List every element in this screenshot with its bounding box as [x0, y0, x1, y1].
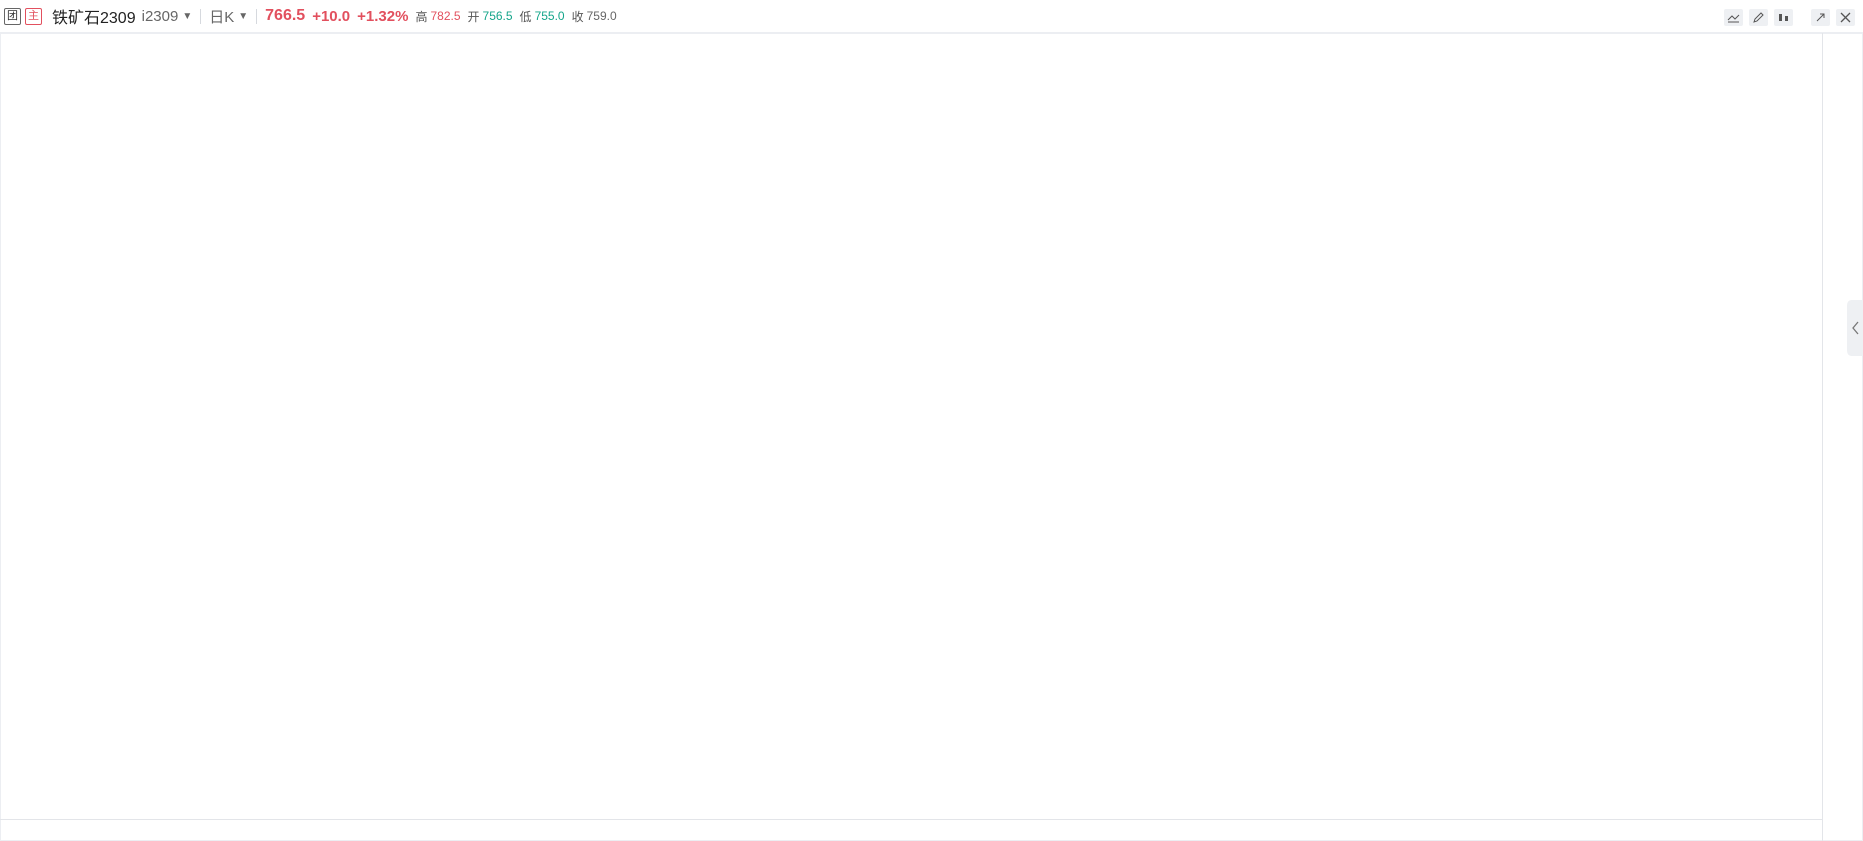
- toolbar-buttons: [1718, 9, 1855, 26]
- low-label: 低: [519, 9, 532, 24]
- separator: [256, 8, 258, 24]
- open-value: 756.5: [482, 9, 513, 23]
- last-price: 766.5: [265, 7, 306, 24]
- expand-button[interactable]: [1811, 9, 1830, 26]
- close-label: 收: [571, 9, 584, 24]
- close-value: 759.0: [586, 9, 617, 23]
- price-change-pct: +1.32%: [357, 7, 409, 25]
- separator: [200, 8, 202, 24]
- indicator-button[interactable]: [1724, 9, 1743, 26]
- low-value: 755.0: [534, 9, 565, 23]
- dropdown-caret[interactable]: ▼: [182, 10, 193, 22]
- side-panel-toggle[interactable]: [1847, 300, 1863, 356]
- open-label: 开: [467, 9, 480, 24]
- price-change: +10.0: [312, 7, 351, 25]
- icon-button[interactable]: 团: [4, 7, 21, 25]
- icon-button[interactable]: 主: [25, 7, 42, 25]
- draw-button[interactable]: [1749, 9, 1768, 26]
- high-label: 高: [415, 9, 428, 24]
- period[interactable]: 日K: [209, 8, 235, 26]
- toolbar: 团 主 铁矿石2309 i2309 ▼ 日K ▼ 766.5 +10.0 +1.…: [0, 0, 1863, 33]
- dropdown-caret[interactable]: ▼: [238, 10, 249, 22]
- compare-button[interactable]: [1774, 9, 1793, 26]
- instrument-name[interactable]: 铁矿石2309: [52, 10, 136, 27]
- high-value: 782.5: [430, 9, 461, 23]
- toggle-arrow: [1852, 321, 1859, 335]
- close-button[interactable]: [1836, 9, 1855, 26]
- chart-frame: [0, 33, 1863, 841]
- spacer: [1793, 9, 1805, 26]
- instrument-code[interactable]: i2309: [141, 7, 179, 25]
